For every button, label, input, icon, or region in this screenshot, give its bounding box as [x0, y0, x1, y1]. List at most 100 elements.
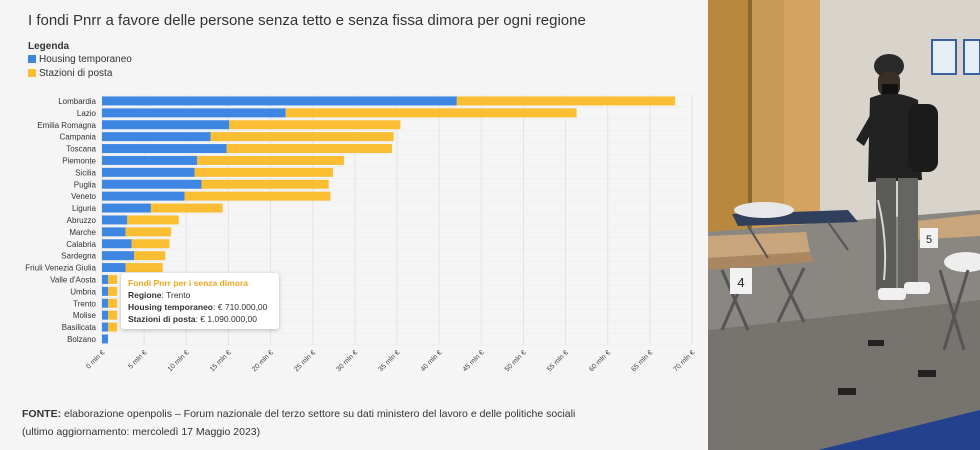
bar-posta [184, 191, 331, 201]
person-cap [874, 54, 904, 78]
category-label: Umbria [70, 287, 96, 296]
source-label: FONTE: [22, 408, 62, 420]
category-label: Abruzzo [67, 216, 97, 225]
x-tick-label: 60 mln € [588, 349, 612, 373]
cot-number-tag [920, 228, 938, 248]
bar-posta [107, 322, 118, 332]
bar-chart: Lombardia Lazio Emilia Romagna Campania Tosc… [25, 94, 696, 373]
bar-housing [102, 120, 230, 130]
category-label: Emilia Romagna [37, 121, 96, 130]
person-mask [882, 84, 898, 94]
bar-posta [125, 263, 163, 273]
wood-panel [708, 0, 748, 232]
x-tick-label: 65 mln € [630, 349, 654, 373]
pants-pattern [877, 199, 887, 281]
x-tick-label: 15 mln € [209, 349, 233, 373]
tooltip-title: Fondi Pnrr per i senza dimora [128, 278, 248, 288]
x-tick-label: 35 mln € [377, 349, 401, 373]
bar-housing [102, 191, 185, 201]
cot-number-tag [730, 268, 752, 294]
legend-item-posta[interactable]: Stazioni di posta [28, 66, 132, 80]
x-tick-label: 50 mln € [504, 349, 528, 373]
cot-leg [776, 267, 806, 323]
category-label: Calabria [66, 240, 96, 249]
category-label: Toscana [66, 145, 96, 154]
bar-housing [102, 334, 108, 344]
bar-posta [285, 108, 577, 118]
bar-posta [197, 155, 344, 165]
bar-housing [102, 274, 108, 284]
bar-posta [127, 215, 179, 225]
tooltip-region-label: Regione [128, 290, 162, 300]
category-label: Valle d'Aosta [50, 275, 96, 284]
cot-leg [827, 221, 849, 251]
x-tick-label: 5 mln € [127, 349, 148, 370]
bar-posta [131, 239, 170, 249]
person-leg [898, 178, 918, 290]
person-shoe [878, 288, 906, 300]
bar-posta [107, 286, 118, 296]
cot-leg [942, 269, 970, 351]
category-label: Piemonte [62, 156, 96, 165]
shelter-illustration: 4 5 [708, 0, 980, 450]
bar-housing [102, 298, 108, 308]
legend-swatch-housing [28, 55, 36, 63]
bar-housing [102, 227, 126, 237]
bar-housing [102, 286, 108, 296]
bar-posta [107, 310, 118, 320]
cot-leg [938, 269, 966, 351]
category-label: Lombardia [58, 97, 96, 106]
bar-posta [107, 298, 118, 308]
bar-housing [102, 132, 211, 142]
blue-carpet [818, 410, 980, 450]
category-label: Lazio [77, 109, 97, 118]
chart-panel: I fondi Pnrr a favore delle persone senz… [22, 12, 697, 438]
category-label: Puglia [74, 180, 97, 189]
bar-housing [102, 239, 132, 249]
tooltip-posta-label: Stazioni di posta [128, 314, 196, 324]
category-label: Sicilia [75, 168, 96, 177]
person-backpack [908, 104, 938, 172]
category-label: Veneto [71, 192, 96, 201]
bar-housing [102, 251, 135, 261]
bar-housing [102, 263, 126, 273]
legend-item-housing[interactable]: Housing temporaneo [28, 52, 132, 66]
bar-housing [102, 203, 151, 213]
category-label: Bolzano [67, 335, 96, 344]
tooltip-housing-label: Housing temporaneo [128, 302, 214, 312]
x-tick-label: 55 mln € [546, 349, 570, 373]
bar-posta [107, 274, 118, 284]
bar-posta [134, 251, 166, 261]
cot-number-2: 5 [926, 234, 932, 246]
tooltip-housing-value: € 710.000,00 [217, 302, 268, 312]
bar-posta [210, 132, 394, 142]
bar-posta [125, 227, 172, 237]
bar-housing [102, 108, 286, 118]
person-shoe [904, 282, 930, 294]
tooltip-housing-row: Housing temporaneo: € 710.000,00 [128, 302, 268, 312]
cot-number-1: 4 [737, 275, 744, 290]
x-tick-label: 10 mln € [167, 349, 191, 373]
bar-posta [194, 167, 333, 177]
bar-housing [102, 167, 195, 177]
bar-housing [102, 96, 457, 106]
legend-label-housing: Housing temporaneo [39, 53, 132, 65]
chart-title: I fondi Pnrr a favore delle persone senz… [28, 12, 586, 29]
bar-posta [456, 96, 676, 106]
tooltip-posta-row: Stazioni di posta: € 1.090.000,00 [128, 314, 257, 324]
legend-title: Legenda [28, 41, 70, 52]
floor-tile-mark [838, 388, 856, 395]
source-line: FONTE: elaborazione openpolis – Forum na… [22, 405, 575, 423]
bar-housing [102, 215, 128, 225]
wood-seam [748, 0, 752, 232]
tooltip-posta-value: € 1.090.000,00 [200, 314, 257, 324]
bar-posta [150, 203, 223, 213]
wood-panel [784, 0, 820, 232]
cot-blanket-edge [708, 252, 814, 270]
bar-housing [102, 310, 108, 320]
category-label: Campania [60, 133, 97, 142]
pillow [734, 202, 794, 218]
x-tick-label: 30 mln € [335, 349, 359, 373]
bar-posta [229, 120, 401, 130]
